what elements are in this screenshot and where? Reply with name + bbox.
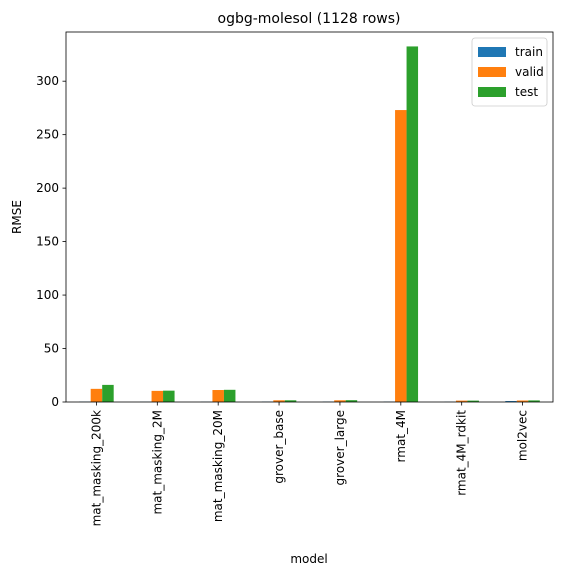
- bar-valid-mat_masking_200k: [90, 388, 103, 402]
- y-tick-label: 100: [36, 288, 59, 302]
- x-axis: mat_masking_200k mat_masking_2M mat_maskin…: [89, 402, 530, 526]
- bar-test-grover_base: [284, 400, 297, 402]
- legend-swatch-train: [478, 47, 506, 57]
- legend-swatch-test: [478, 87, 506, 97]
- x-tick-label: mat_masking_2M: [150, 410, 164, 515]
- y-tick-label: 250: [36, 128, 59, 142]
- bar-valid-mol2vec: [516, 400, 529, 402]
- y-tick-label: 50: [44, 342, 59, 356]
- x-tick-label: mat_masking_200k: [89, 410, 103, 526]
- x-axis-title: model: [290, 552, 327, 566]
- legend-swatch-valid: [478, 67, 506, 77]
- plot-area: [65, 31, 554, 403]
- bar-valid-rmat_4M_rdkit: [455, 400, 468, 402]
- legend: train valid test: [471, 37, 548, 107]
- bar-test-mat_masking_200k: [102, 384, 114, 402]
- plot-frame: [65, 31, 554, 403]
- y-tick-label: 200: [36, 181, 59, 195]
- x-tick-label: rmat_4M_rdkit: [455, 410, 469, 496]
- x-tick-label: grover_base: [272, 410, 286, 484]
- bar-test-rmat_4M_rdkit: [467, 400, 479, 402]
- bar-valid-rmat_4M: [395, 110, 407, 402]
- y-axis: 0 50 100 150 200 250 300: [36, 74, 66, 409]
- bar-valid-grover_base: [273, 400, 285, 402]
- bar-test-mat_masking_2M: [163, 390, 175, 402]
- x-tick-label: rmat_4M: [394, 410, 408, 462]
- y-tick-label: 0: [51, 395, 59, 409]
- x-tick-label: mol2vec: [516, 410, 530, 461]
- x-tick-label: mat_masking_20M: [211, 410, 225, 522]
- y-tick-label: 300: [36, 74, 59, 88]
- bar-test-rmat_4M: [406, 46, 419, 402]
- bar-test-mat_masking_20M: [223, 389, 236, 402]
- bar-valid-mat_masking_20M: [212, 390, 224, 402]
- y-axis-title: RMSE: [10, 200, 24, 234]
- bar-valid-grover_large: [334, 400, 346, 402]
- chart-title: ogbg-molesol (1128 rows): [218, 11, 401, 27]
- bar-test-mol2vec: [528, 400, 540, 402]
- bar-test-grover_large: [345, 400, 358, 402]
- legend-label-test: test: [515, 85, 538, 99]
- y-tick-label: 150: [36, 235, 59, 249]
- bar-valid-mat_masking_2M: [151, 390, 164, 402]
- legend-label-train: train: [515, 45, 543, 59]
- bar-train-mol2vec: [505, 401, 517, 402]
- x-tick-label: grover_large: [333, 410, 347, 485]
- legend-label-valid: valid: [515, 65, 544, 79]
